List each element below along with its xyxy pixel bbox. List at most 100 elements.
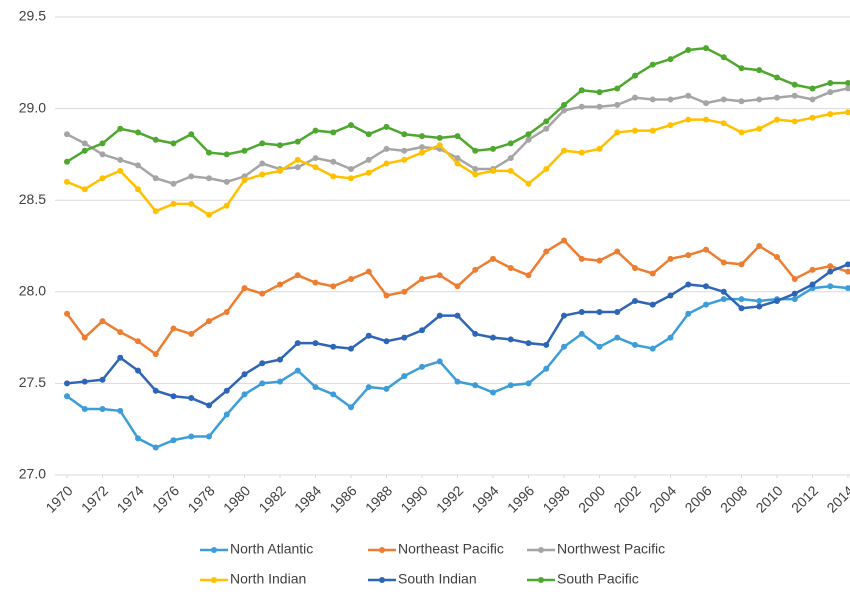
data-point <box>543 118 550 125</box>
data-point <box>99 406 106 413</box>
data-point <box>774 297 780 304</box>
data-point <box>294 272 301 279</box>
data-point <box>525 131 532 138</box>
x-tick-label: 1974 <box>113 482 146 515</box>
legend-marker <box>379 577 385 583</box>
data-point <box>294 164 301 171</box>
data-point <box>152 175 159 182</box>
data-point <box>845 268 850 275</box>
legend-marker <box>211 547 217 553</box>
data-point <box>81 186 88 193</box>
data-point <box>259 380 266 387</box>
data-point <box>738 296 745 303</box>
data-point <box>561 237 567 244</box>
data-point <box>117 407 124 414</box>
data-point <box>596 103 603 110</box>
data-point <box>277 356 283 363</box>
data-point <box>614 101 621 108</box>
data-point <box>188 433 195 440</box>
data-point <box>81 147 88 154</box>
data-point <box>632 94 638 101</box>
data-point <box>188 395 195 402</box>
data-point <box>738 129 745 136</box>
data-point <box>649 96 656 103</box>
data-point <box>756 297 763 304</box>
data-point <box>809 85 816 92</box>
data-point <box>703 45 709 52</box>
data-point <box>135 186 141 193</box>
data-point <box>152 387 159 394</box>
data-point <box>578 330 585 337</box>
data-point <box>809 266 816 273</box>
data-point <box>490 167 496 174</box>
data-point <box>401 373 408 380</box>
data-point <box>632 264 638 271</box>
x-tick-label: 2004 <box>646 482 679 515</box>
data-point <box>543 125 550 132</box>
data-point <box>135 435 141 442</box>
data-point <box>152 136 159 143</box>
data-point <box>578 255 585 262</box>
data-point <box>791 275 798 282</box>
data-point <box>81 406 88 413</box>
data-point <box>632 297 638 304</box>
data-point <box>543 166 550 173</box>
data-point <box>561 312 567 319</box>
data-point <box>64 131 70 138</box>
data-point <box>223 151 230 158</box>
data-point <box>525 380 532 387</box>
data-point <box>472 171 479 178</box>
data-point <box>756 243 763 249</box>
data-point <box>99 376 106 383</box>
data-point <box>64 393 70 400</box>
data-point <box>720 288 727 295</box>
data-point <box>170 180 177 187</box>
data-point <box>596 257 603 264</box>
data-point <box>525 180 532 187</box>
data-point <box>667 292 674 299</box>
data-point <box>543 341 550 348</box>
data-point <box>596 308 603 315</box>
data-point <box>472 147 479 154</box>
y-tick-label: 28.5 <box>19 191 46 207</box>
data-point <box>490 145 496 152</box>
data-point <box>490 255 496 262</box>
data-point <box>614 334 621 341</box>
data-point <box>294 156 301 163</box>
data-point <box>135 162 141 169</box>
data-point <box>614 308 621 315</box>
data-point <box>188 330 195 337</box>
data-point <box>99 140 106 147</box>
data-point <box>64 178 70 185</box>
data-point <box>472 382 479 389</box>
data-point <box>117 329 124 336</box>
data-point <box>241 391 248 398</box>
x-tick-label: 2012 <box>788 482 821 515</box>
data-point <box>223 387 230 394</box>
data-point <box>827 79 834 86</box>
data-point <box>401 334 408 341</box>
x-tick-label: 1984 <box>291 482 324 515</box>
x-tick-label: 1998 <box>539 482 572 515</box>
x-tick-label: 2008 <box>717 482 750 515</box>
y-tick-label: 27.5 <box>19 374 46 390</box>
data-point <box>152 208 159 215</box>
data-point <box>312 155 319 162</box>
data-point <box>774 253 780 260</box>
data-point <box>259 290 266 297</box>
data-point <box>401 156 408 163</box>
data-point <box>188 200 195 207</box>
data-point <box>845 79 850 86</box>
data-point <box>277 378 283 385</box>
data-point <box>277 167 283 174</box>
data-point <box>827 263 834 270</box>
data-point <box>436 358 443 365</box>
data-point <box>720 96 727 103</box>
data-point <box>845 261 850 268</box>
x-tick-label: 1982 <box>255 482 288 515</box>
data-point <box>632 341 638 348</box>
data-point <box>188 173 195 180</box>
data-point <box>419 149 425 156</box>
data-point <box>312 340 319 347</box>
